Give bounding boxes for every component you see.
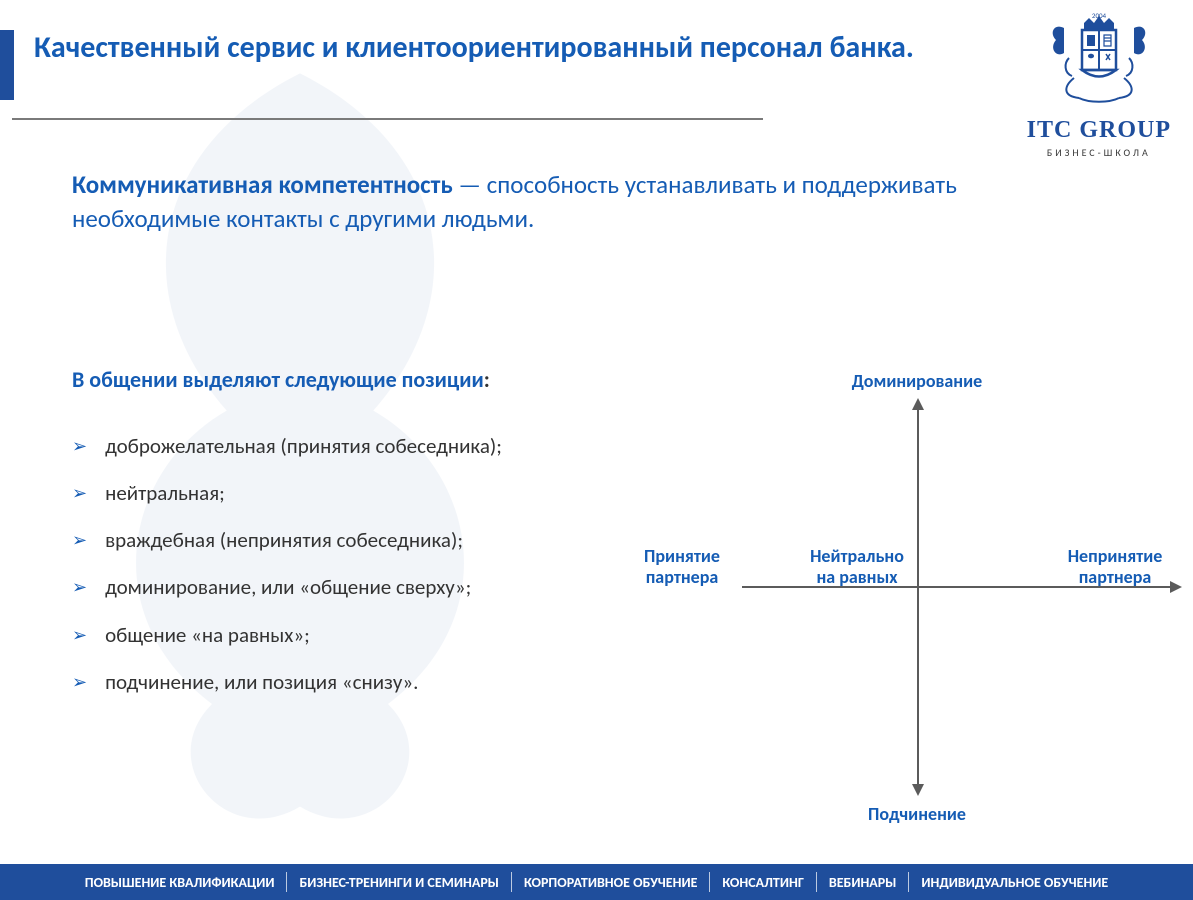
footer-separator	[511, 872, 512, 892]
list-item: ➢доброжелательная (принятия собеседника)…	[72, 433, 592, 460]
positions-column: В общении выделяют следующие позиции: ➢д…	[72, 366, 592, 826]
arrow-down-icon	[912, 784, 924, 796]
chevron-icon: ➢	[72, 624, 87, 647]
slide-title: Качественный сервис и клиентоориентирова…	[34, 30, 914, 66]
definition-text: Коммуникативная компетентность — способн…	[72, 168, 992, 236]
axis-label-right: Непринятиепартнера	[1050, 546, 1180, 589]
footer-item: БИЗНЕС-ТРЕНИНГИ И СЕМИНАРЫ	[287, 874, 511, 891]
list-item: ➢доминирование, или «общение сверху»;	[72, 574, 592, 601]
footer-separator	[286, 872, 287, 892]
footer-item: КОНСАЛТИНГ	[710, 874, 815, 891]
slide-content: Коммуникативная компетентность — способн…	[0, 120, 1193, 826]
list-item: ➢враждебная (непринятия собеседника);	[72, 527, 592, 554]
positions-list: ➢доброжелательная (принятия собеседника)…	[72, 433, 592, 697]
list-item: ➢нейтральная;	[72, 480, 592, 507]
chevron-icon: ➢	[72, 435, 87, 458]
footer-separator	[816, 872, 817, 892]
axis-label-bottom: Подчинение	[842, 804, 992, 826]
chevron-icon: ➢	[72, 529, 87, 552]
footer-item: ПОВЫШЕНИЕ КВАЛИФИКАЦИИ	[73, 874, 287, 891]
footer-separator	[908, 872, 909, 892]
list-item: ➢общение «на равных»;	[72, 622, 592, 649]
definition-term: Коммуникативная компетентность	[72, 169, 453, 200]
footer-item: ВЕБИНАРЫ	[817, 874, 909, 891]
logo-title: ITC GROUP	[1027, 117, 1171, 144]
list-item: ➢подчинение, или позиция «снизу».	[72, 669, 592, 696]
vertical-axis	[917, 406, 919, 786]
chevron-icon: ➢	[72, 482, 87, 505]
footer-item: КОРПОРАТИВНОЕ ОБУЧЕНИЕ	[512, 874, 709, 891]
footer-separator	[709, 872, 710, 892]
axis-label-top: Доминирование	[822, 371, 1012, 393]
logo-subtitle: БИЗНЕС-ШКОЛА	[1027, 146, 1171, 159]
slide-header: Качественный сервис и клиентоориентирова…	[0, 0, 1193, 120]
chevron-icon: ➢	[72, 576, 87, 599]
axis-label-center: Нейтральнона равных	[797, 546, 917, 589]
positions-heading: В общении выделяют следующие позиции:	[72, 366, 592, 393]
cross-axis-diagram: Доминирование Подчинение Принятиепартнер…	[612, 366, 1133, 826]
axis-label-left: Принятиепартнера	[622, 546, 742, 589]
footer-bar: ПОВЫШЕНИЕ КВАЛИФИКАЦИИ БИЗНЕС-ТРЕНИНГИ И…	[0, 864, 1193, 900]
crest-icon: 2004	[1034, 8, 1164, 108]
title-accent-bar	[0, 30, 14, 100]
chevron-icon: ➢	[72, 671, 87, 694]
brand-logo: 2004 ITC GROUP БИЗНЕС-ШКОЛА	[1027, 8, 1171, 159]
footer-item: ИНДИВИДУАЛЬНОЕ ОБУЧЕНИЕ	[909, 874, 1120, 891]
